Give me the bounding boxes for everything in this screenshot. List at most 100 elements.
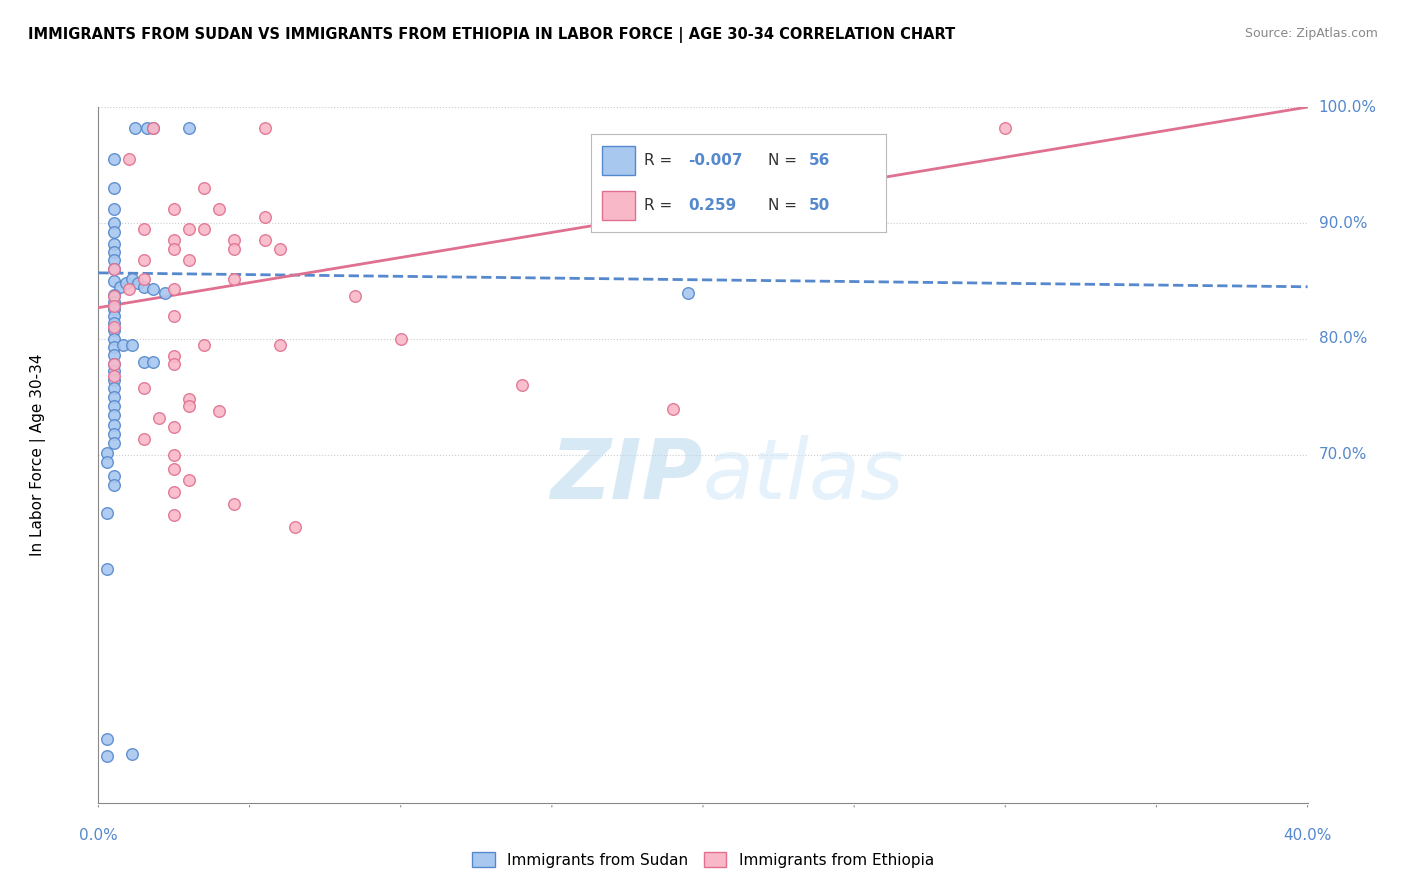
Point (96, 749, 118, 764)
Point (103, 323, 125, 337)
Point (224, 497, 246, 511)
Point (132, 432, 155, 446)
Point (163, 420, 186, 434)
Point (103, 381, 125, 395)
Point (142, 355, 165, 369)
Point (177, 392, 201, 407)
Point (121, 271, 143, 285)
Point (103, 390, 125, 404)
FancyBboxPatch shape (602, 145, 636, 175)
Point (344, 289, 367, 303)
Point (142, 282, 165, 296)
Text: 70.0%: 70.0% (1319, 448, 1367, 462)
Point (994, 120, 1017, 135)
Point (103, 468, 125, 483)
Point (124, 120, 146, 135)
Point (269, 337, 291, 351)
Point (103, 262, 125, 277)
Point (132, 280, 155, 294)
Point (163, 462, 186, 476)
Point (103, 262, 125, 277)
Point (163, 202, 186, 216)
Text: In Labor Force | Age 30-34: In Labor Force | Age 30-34 (30, 353, 46, 557)
Text: ZIP: ZIP (550, 435, 703, 516)
Point (132, 222, 155, 236)
Point (177, 253, 201, 268)
Text: N =: N = (768, 198, 801, 213)
Point (135, 120, 157, 135)
Point (103, 225, 125, 239)
Point (103, 202, 125, 216)
Point (103, 301, 125, 316)
Point (103, 320, 125, 334)
Point (163, 349, 186, 363)
Point (193, 181, 215, 195)
Point (103, 274, 125, 288)
Point (193, 222, 215, 236)
Text: 56: 56 (808, 153, 831, 168)
Point (103, 216, 125, 230)
Point (177, 222, 201, 236)
Point (103, 417, 125, 432)
Point (163, 358, 186, 372)
Point (96, 506, 118, 520)
Point (118, 152, 141, 166)
Point (132, 355, 155, 369)
Point (103, 236, 125, 251)
Point (103, 316, 125, 330)
Point (224, 233, 246, 247)
Point (103, 348, 125, 362)
Point (103, 399, 125, 413)
Text: 80.0%: 80.0% (1319, 332, 1367, 346)
Text: 90.0%: 90.0% (1319, 216, 1367, 230)
Point (103, 288, 125, 302)
Point (193, 337, 215, 351)
Point (103, 436, 125, 450)
Point (103, 369, 125, 384)
Point (142, 120, 165, 135)
Point (269, 242, 291, 256)
Point (108, 280, 131, 294)
Point (163, 233, 186, 247)
Point (177, 120, 201, 135)
Point (103, 478, 125, 492)
Point (163, 282, 186, 296)
Point (163, 508, 186, 523)
Point (163, 309, 186, 323)
Point (96, 561, 118, 575)
Point (177, 474, 201, 488)
Text: 40.0%: 40.0% (1284, 828, 1331, 843)
Point (111, 337, 134, 351)
Text: IMMIGRANTS FROM SUDAN VS IMMIGRANTS FROM ETHIOPIA IN LABOR FORCE | AGE 30-34 COR: IMMIGRANTS FROM SUDAN VS IMMIGRANTS FROM… (28, 27, 955, 43)
Point (121, 337, 143, 351)
Legend: Immigrants from Sudan, Immigrants from Ethiopia: Immigrants from Sudan, Immigrants from E… (464, 844, 942, 875)
Point (96, 445, 118, 459)
Point (96, 455, 118, 469)
Point (103, 358, 125, 372)
Text: 50: 50 (808, 198, 831, 213)
Point (103, 409, 125, 423)
Point (103, 340, 125, 354)
Point (284, 520, 307, 534)
Point (103, 152, 125, 166)
Point (177, 399, 201, 413)
Point (224, 271, 246, 285)
Text: N =: N = (768, 153, 801, 168)
Text: R =: R = (644, 153, 676, 168)
Point (103, 244, 125, 259)
Point (163, 485, 186, 500)
Point (103, 253, 125, 268)
Point (103, 289, 125, 303)
Point (389, 332, 412, 346)
Point (103, 427, 125, 442)
Text: 100.0%: 100.0% (1319, 100, 1376, 114)
Point (253, 233, 276, 247)
Point (96, 731, 118, 746)
Text: Source: ZipAtlas.com: Source: ZipAtlas.com (1244, 27, 1378, 40)
Text: atlas: atlas (703, 435, 904, 516)
Point (142, 120, 165, 135)
Point (510, 378, 533, 392)
Point (103, 309, 125, 323)
FancyBboxPatch shape (602, 191, 636, 220)
Point (676, 285, 699, 300)
